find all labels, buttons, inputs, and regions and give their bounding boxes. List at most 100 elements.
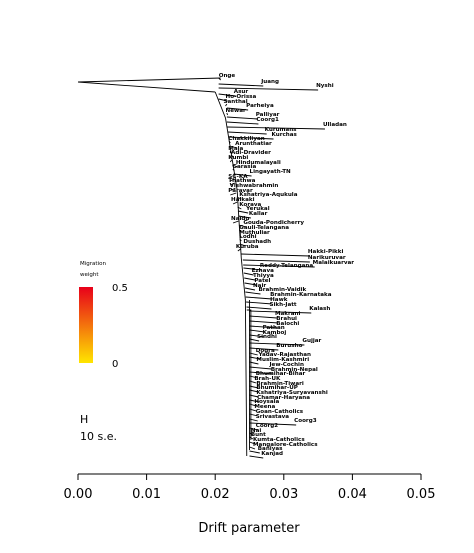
leaf-labels: Onge Juang Nyshi AsurHo-OrissaSanthalParhei… [219, 73, 355, 457]
leaf-label: Hawk [270, 297, 288, 303]
tree-branch [77, 77, 221, 83]
x-axis-tick-label: 0.02 [201, 487, 230, 502]
scale-bar: H 10 s.e. [80, 413, 117, 443]
leaf-label: Yadav-Rajasthan [257, 352, 311, 358]
leaf-label: Thathwa [228, 178, 255, 184]
tree-branch [244, 282, 257, 286]
tree-branch [226, 112, 228, 116]
tree-branch [249, 427, 258, 431]
leaf-label: Kallar [249, 211, 268, 217]
leaf-label: Ho-Orissa [226, 94, 257, 100]
tree-branch [243, 267, 262, 271]
leaf-label: Lodhi [239, 234, 256, 240]
leaf-label: Baniyas [258, 446, 283, 452]
tree-branch [232, 168, 235, 172]
tree-branch [240, 253, 310, 257]
tree-branch [218, 87, 319, 91]
x-axis-tick-label: 0.05 [407, 487, 436, 502]
tree-branch [238, 229, 242, 233]
tree-branch [237, 206, 242, 210]
leaf-label: Sindhi [257, 334, 277, 340]
tree-branch [249, 450, 260, 454]
leaf-label: Brahmin-Karnataka [270, 292, 332, 298]
leaf-label: Meena [254, 404, 275, 410]
tree-branch [243, 272, 254, 276]
leaf-label: Kumbi [228, 155, 248, 161]
tree-branch [230, 192, 237, 196]
tree-branch [226, 107, 249, 111]
x-axis-tick-label: 0.00 [64, 487, 93, 502]
tree-branch [244, 287, 256, 291]
leaf-label: Nyshi [316, 83, 334, 89]
leaf-label: Kurchas [272, 132, 298, 138]
tree-branch [245, 296, 273, 300]
leaf-label: Coorg2 [256, 423, 279, 429]
legend-min-label: 0 [112, 359, 118, 370]
tree-branch [226, 121, 259, 125]
tree-branch [218, 77, 222, 81]
leaf-label: Paravar [228, 188, 253, 194]
leaf-label: Patel [254, 278, 270, 284]
legend-title: Migration [80, 261, 106, 267]
leaf-label: Parheiya [246, 103, 274, 109]
tree-branch [249, 320, 279, 324]
tree-branch [227, 131, 267, 135]
tree-branch [233, 173, 252, 177]
leaf-label: Kuruba [236, 244, 259, 250]
leaf-label: Brahmin-Vaidik [258, 287, 306, 293]
leaf-label: Nair [253, 283, 266, 289]
leaf-label: Santhal [223, 99, 247, 105]
leaf-label: Hoysala [254, 399, 279, 405]
tree-branch [228, 136, 274, 140]
tree-branch [249, 334, 265, 338]
tree-branch [240, 243, 246, 247]
tree-branch [226, 126, 325, 130]
tree-branch [239, 238, 242, 242]
leaf-label: Lingayath-TN [250, 169, 291, 175]
tree-branch [249, 366, 272, 370]
tree-branch [249, 408, 257, 412]
tree-branch [244, 277, 256, 281]
leaf-label: Gauli-Telangana [239, 225, 289, 231]
tree-branch [249, 380, 257, 384]
tree-branch [249, 315, 277, 319]
leaf-label: Asur [234, 89, 249, 95]
leaf-label: Dogra [256, 348, 275, 354]
leaf-label: Palliyar [256, 112, 280, 118]
tree-branch [249, 371, 273, 375]
leaf-label: Yerukal [245, 206, 270, 212]
leaf-label: Mala [228, 146, 243, 152]
tree-branch [243, 264, 315, 268]
leaf-label: Newar [226, 108, 246, 114]
tree-branch [246, 309, 252, 440]
tree-branch [249, 446, 256, 450]
tree-branch [242, 259, 310, 263]
x-axis-tick-label: 0.01 [132, 487, 161, 502]
x-axis-title: Drift parameter [198, 521, 300, 536]
tree-branch [249, 329, 265, 333]
tree-branch [249, 399, 260, 403]
leaf-label: Hakki-Pikki [308, 249, 344, 255]
leaf-label: Kshatriya-Suryavanshi [256, 390, 327, 396]
tree-branch [238, 215, 251, 219]
tree-branch [237, 248, 241, 252]
scale-bar-label: 10 s.e. [80, 430, 117, 443]
tree-branch [239, 234, 242, 238]
tree-branch [249, 413, 258, 417]
tree-branch [249, 310, 312, 314]
leaf-label: Dushadh [243, 239, 271, 245]
leaf-label: Brahmin-Tiwari [256, 381, 303, 387]
leaf-label: Garasia [232, 164, 256, 170]
tree-branch [236, 196, 242, 200]
tree-branch [249, 342, 305, 346]
tree-branch [249, 356, 261, 360]
leaf-label: Juang [260, 79, 279, 85]
scale-bar-letter: H [80, 413, 88, 426]
leaf-label: Brah-UK [254, 376, 281, 382]
tree-branch [230, 182, 236, 186]
leaf-label: Bhumihar-Bihar [256, 371, 306, 377]
tree-branch [249, 352, 258, 356]
migration-legend: Migration weight 0.5 0 [79, 261, 128, 370]
tree-branch [249, 338, 260, 342]
